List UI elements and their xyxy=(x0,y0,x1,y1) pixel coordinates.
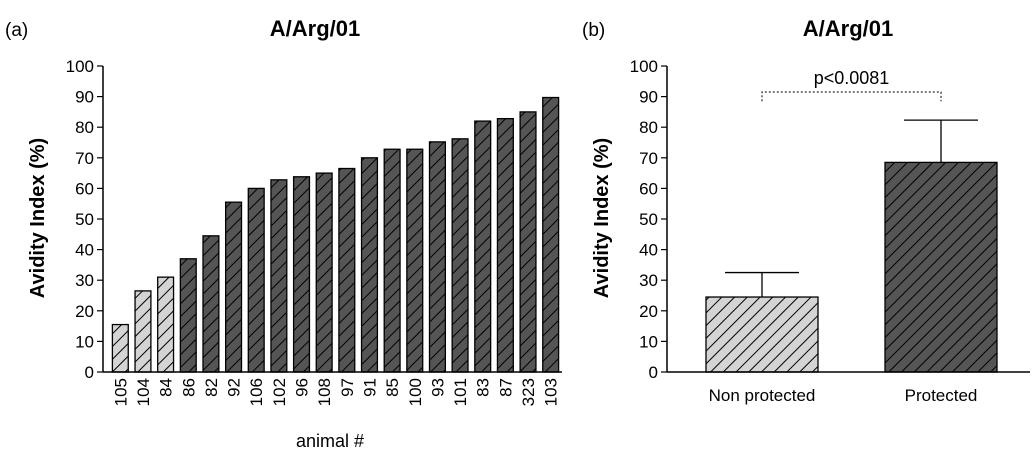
panel-a-y-tick-label: 50 xyxy=(75,210,94,229)
panel-a-title: A/Arg/01 xyxy=(270,16,360,41)
panel-a-x-axis-title: animal # xyxy=(296,431,364,451)
panel-b-y-tick-label: 10 xyxy=(639,332,658,351)
panel-a-bar-84 xyxy=(157,276,175,373)
panel-a-category-label: 108 xyxy=(315,378,334,406)
panel-a-category-label: 85 xyxy=(383,378,402,397)
panel-a-bar-87 xyxy=(496,117,514,373)
chart-panel-b: (b) A/Arg/01 Avidity Index (%) 0 10 20 30 40… xyxy=(582,16,1030,405)
panel-b-category-label: Non protected xyxy=(709,386,816,405)
panel-b-y-axis-title: Avidity Index (%) xyxy=(591,138,613,298)
panel-a-bar-108 xyxy=(315,172,333,373)
panel-a-category-label: 100 xyxy=(406,378,425,406)
panel-a-bar-105 xyxy=(111,323,129,373)
panel-a-category-label: 96 xyxy=(293,378,312,397)
panel-a-category-label: 101 xyxy=(451,378,470,406)
panel-a-y-tick-label: 60 xyxy=(75,179,94,198)
panel-b-y-tick-label: 80 xyxy=(639,118,658,137)
panel-a-bar-93 xyxy=(428,141,447,373)
panel-b-y-tick-label: 50 xyxy=(639,210,658,229)
panel-a-bar-82 xyxy=(202,235,220,373)
panel-b-y-tick-label: 90 xyxy=(639,88,658,107)
panel-a-bar-104 xyxy=(134,290,152,373)
panel-a-category-label: 83 xyxy=(474,378,493,397)
panel-b-category-labels: Non protected Protected xyxy=(709,386,978,405)
panel-b-bar-protected xyxy=(884,161,998,373)
chart-panel-a: (a) A/Arg/01 Avidity Index (%) animal # … xyxy=(5,16,562,451)
panel-a-y-tick-label: 90 xyxy=(75,88,94,107)
panel-a-y-ticks: 0 10 20 30 40 50 60 70 80 90 100 xyxy=(66,57,103,382)
panel-a-category-label: 84 xyxy=(157,378,176,397)
panel-b-y-tick-label: 70 xyxy=(639,149,658,168)
panel-a-bar-91 xyxy=(360,157,379,373)
panel-a-category-label: 91 xyxy=(360,378,379,397)
panel-a-y-tick-label: 80 xyxy=(75,118,94,137)
panel-a-category-label: 86 xyxy=(179,378,198,397)
panel-a-category-label: 93 xyxy=(428,378,447,397)
panel-a-y-tick-label: 40 xyxy=(75,241,94,260)
panel-a-bar-106 xyxy=(247,187,265,373)
panel-a-y-tick-label: 10 xyxy=(75,332,94,351)
panel-b-bars xyxy=(705,119,998,373)
panel-a-y-tick-label: 20 xyxy=(75,302,94,321)
panel-a-y-tick-label: 30 xyxy=(75,271,94,290)
panel-a-y-tick-label: 0 xyxy=(85,363,94,382)
panel-a-bar-101 xyxy=(451,138,469,373)
panel-a-category-label: 82 xyxy=(202,378,221,397)
significance-bracket: p<0.0081 xyxy=(761,68,942,102)
panel-b-y-tick-label: 60 xyxy=(639,179,658,198)
panel-a-category-label: 105 xyxy=(111,378,130,406)
panel-b-y-tick-label: 100 xyxy=(630,57,658,76)
panel-b-label: (b) xyxy=(582,20,605,41)
panel-a-y-tick-label: 100 xyxy=(66,57,94,76)
panel-b-y-tick-label: 40 xyxy=(639,241,658,260)
panel-a-bar-103 xyxy=(542,96,560,373)
panel-a-category-label: 92 xyxy=(225,378,244,397)
panel-b-title: A/Arg/01 xyxy=(803,16,893,41)
panel-a-category-label: 102 xyxy=(270,378,289,406)
panel-a-category-label: 323 xyxy=(519,378,538,406)
panel-a-bar-100 xyxy=(406,148,424,373)
panel-a-bar-86 xyxy=(179,258,197,373)
panel-b-y-tick-label: 0 xyxy=(649,363,658,382)
panel-a-bar-83 xyxy=(474,120,492,373)
panel-a-category-labels: 105 104 84 86 82 92 106 102 96 108 97 91 85 100 93 101 8… xyxy=(111,378,560,406)
panel-a-bar-102 xyxy=(270,179,288,373)
significance-bracket-line xyxy=(761,91,942,102)
panel-a-bars xyxy=(111,96,560,373)
panel-a-y-axis-title: Avidity Index (%) xyxy=(27,138,49,298)
panel-a-category-label: 106 xyxy=(247,378,266,406)
panel-a-category-label: 104 xyxy=(134,378,153,406)
panel-b-category-label: Protected xyxy=(905,386,978,405)
p-value-annotation: p<0.0081 xyxy=(814,68,890,88)
panel-b-y-ticks: 0 10 20 30 40 50 60 70 80 90 100 xyxy=(630,57,667,382)
panel-a-bar-323 xyxy=(519,111,537,373)
panel-a-category-label: 103 xyxy=(542,378,561,406)
panel-a-bar-92 xyxy=(224,201,243,373)
panel-b-y-tick-label: 20 xyxy=(639,302,658,321)
panel-a-category-label: 97 xyxy=(338,378,357,397)
panel-a-y-tick-label: 70 xyxy=(75,149,94,168)
panel-b-bar-non-protected xyxy=(705,296,819,373)
panel-a-category-label: 87 xyxy=(496,378,515,397)
panel-a-label: (a) xyxy=(5,20,28,41)
panel-b-y-tick-label: 30 xyxy=(639,271,658,290)
panel-a-bar-96 xyxy=(292,176,311,373)
panel-a-bar-97 xyxy=(338,167,356,373)
panel-a-bar-85 xyxy=(383,148,401,373)
